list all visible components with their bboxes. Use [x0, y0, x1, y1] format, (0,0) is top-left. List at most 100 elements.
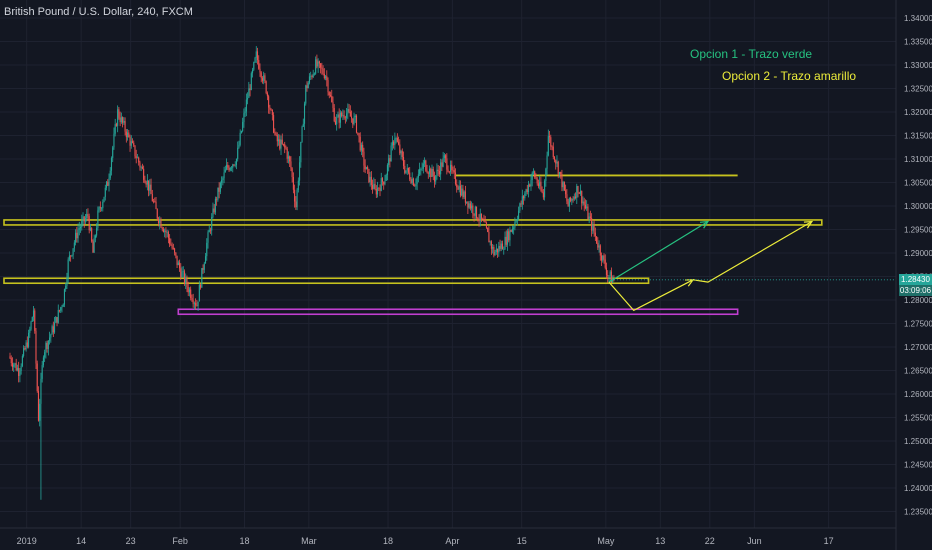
candle-body: [358, 133, 360, 137]
candle-body: [191, 297, 193, 301]
candle-body: [68, 255, 70, 260]
candle-body: [329, 95, 332, 96]
candle-body: [110, 157, 113, 171]
candle-body: [234, 165, 236, 166]
level-band[interactable]: [3, 277, 650, 285]
candle-body: [586, 206, 588, 209]
y-tick-label: 1.24000: [904, 484, 932, 493]
candle-body: [370, 176, 372, 185]
candle-body: [67, 259, 69, 278]
candle-body: [395, 138, 397, 139]
horizontal-levels[interactable]: [3, 174, 823, 316]
candle-body: [260, 72, 262, 79]
candle-body: [200, 284, 202, 288]
candle-body: [92, 241, 94, 253]
x-axis[interactable]: 2019 14 23 Feb 18 Mar 18 Apr 15 May 13 22 Jun 17: [0, 527, 896, 546]
candle-body: [76, 232, 78, 239]
candle-body: [119, 117, 121, 123]
candle-body: [527, 184, 530, 193]
candle-body: [192, 300, 194, 304]
candle-body: [133, 142, 135, 146]
candle-body: [211, 216, 213, 231]
y-tick-label: 1.29500: [904, 226, 932, 235]
candle-body: [385, 175, 387, 181]
candle-body: [421, 168, 423, 170]
candle-body: [224, 169, 226, 173]
candle-body: [394, 138, 396, 146]
candle-body: [285, 147, 287, 149]
candle-body: [306, 85, 308, 89]
candle-body: [31, 317, 33, 322]
candle-body: [39, 403, 41, 421]
candle-body: [109, 170, 111, 179]
candle-body: [172, 248, 174, 249]
annotation-option-2[interactable]: Opcion 2 - Trazo amarillo: [722, 69, 857, 83]
candle-body: [551, 146, 553, 148]
projection-path[interactable]: [608, 220, 709, 283]
x-tick-label: 18: [239, 536, 249, 546]
candle-body: [127, 132, 129, 138]
y-tick-label: 1.31500: [904, 132, 932, 141]
candle-body: [315, 59, 317, 74]
candle-body: [252, 69, 254, 74]
candle-body: [464, 191, 466, 203]
candle-body: [369, 176, 371, 183]
candle-body: [539, 181, 541, 187]
candle-body: [523, 196, 525, 199]
candle-body: [581, 190, 583, 204]
y-tick-label: 1.24500: [904, 461, 932, 470]
candle-body: [608, 275, 610, 277]
y-tick-label: 1.32500: [904, 85, 932, 94]
candle-body: [597, 242, 599, 248]
candle-body: [175, 252, 177, 256]
projection-paths[interactable]: [608, 220, 814, 312]
candle-body: [9, 356, 11, 359]
candle-body: [378, 187, 380, 189]
candle-body: [501, 243, 504, 250]
candle-body: [602, 255, 604, 261]
candle-body: [88, 216, 90, 231]
candle-body: [511, 228, 513, 232]
candle-body: [185, 278, 187, 284]
candle-body: [500, 243, 502, 249]
candle-body: [541, 189, 543, 193]
candle-body: [209, 229, 212, 231]
x-tick-label: May: [597, 536, 615, 546]
candle-body: [457, 187, 459, 190]
level-band[interactable]: [3, 219, 823, 226]
candle-body: [454, 172, 457, 184]
candle-body: [568, 197, 570, 207]
candle-body: [84, 218, 87, 222]
annotation-option-1[interactable]: Opcion 1 - Trazo verde: [690, 47, 813, 61]
candle-body: [32, 310, 35, 318]
candle-body: [566, 194, 568, 202]
level-band[interactable]: [177, 308, 739, 316]
candle-body: [598, 245, 600, 248]
candle-body: [336, 117, 338, 125]
y-tick-label: 1.33500: [904, 38, 932, 47]
candle-body: [301, 126, 303, 142]
candle-body: [558, 172, 560, 175]
x-tick-label: 2019: [17, 536, 37, 546]
candle-body: [573, 196, 575, 200]
candle-body: [157, 218, 160, 224]
candle-body: [81, 220, 83, 228]
x-tick-label: 22: [705, 536, 715, 546]
candle-body: [305, 85, 307, 104]
candle-body: [604, 259, 606, 268]
candle-body: [124, 121, 126, 132]
candle-body: [16, 367, 18, 371]
candle-body: [452, 170, 454, 171]
candle-body: [243, 113, 245, 123]
candle-body: [190, 289, 192, 298]
candle-body: [438, 170, 440, 175]
candle-body: [10, 358, 12, 364]
candle-body: [391, 141, 393, 146]
candle-body: [607, 274, 609, 277]
projection-path[interactable]: [608, 220, 813, 312]
candle-body: [326, 76, 328, 81]
candle-body: [161, 227, 163, 230]
candle-body: [433, 176, 436, 182]
candle-body: [407, 167, 410, 173]
